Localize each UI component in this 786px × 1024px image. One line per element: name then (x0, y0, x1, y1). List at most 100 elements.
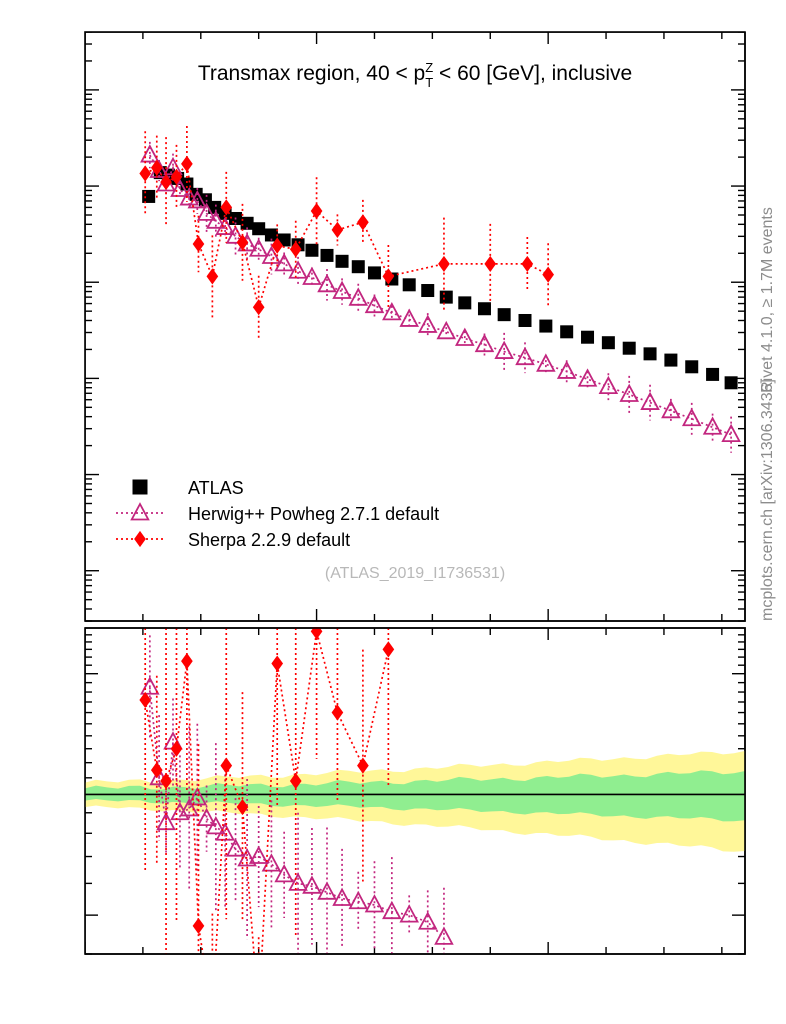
data-point (215, 216, 235, 235)
main-plot-title: Transmax region, 40 < pZ T < 60 [GeV], in… (198, 60, 632, 90)
data-point (402, 278, 416, 292)
data-point (436, 320, 457, 340)
data-point (179, 187, 199, 206)
data-point (477, 302, 491, 316)
data-point (236, 234, 249, 251)
data-point (515, 346, 535, 366)
data-point (305, 243, 319, 257)
ratio-data-point (434, 926, 454, 945)
ratio-data-point (192, 917, 205, 935)
data-point (622, 341, 636, 355)
series-line (144, 161, 549, 311)
data-point (170, 168, 183, 185)
data-point (702, 416, 723, 435)
data-point (335, 254, 349, 268)
data-point (438, 255, 450, 273)
dataset-watermark: (ATLAS_2019_I1736531) (325, 565, 505, 582)
legend-label: ATLAS (188, 478, 244, 498)
data-point (518, 313, 532, 327)
data-point (556, 360, 577, 379)
data-point (640, 391, 660, 410)
data-point (598, 375, 619, 395)
data-point (288, 260, 308, 279)
data-point (560, 325, 574, 339)
ratio-data-point (357, 757, 369, 774)
ratio-data-point (261, 853, 282, 872)
ratio-data-point (236, 798, 249, 816)
data-point (539, 319, 553, 333)
ratio-data-point (271, 655, 284, 672)
ratio-data-point (348, 890, 369, 910)
data-point (536, 353, 556, 372)
data-point (724, 376, 738, 390)
data-point (150, 159, 163, 176)
ratio-data-point (179, 798, 199, 817)
data-point (289, 241, 302, 258)
data-point (455, 327, 475, 346)
data-point (206, 210, 226, 229)
data-point (320, 248, 334, 262)
data-point (357, 214, 369, 231)
ratio-data-point (289, 772, 302, 790)
data-point (252, 299, 265, 316)
data-point (142, 189, 156, 203)
data-point (421, 284, 435, 298)
data-point (399, 308, 419, 327)
ratio-data-point (160, 772, 172, 790)
data-point (497, 308, 511, 322)
ratio-data-point (302, 875, 322, 894)
data-point (181, 155, 193, 172)
ratio-data-point (364, 894, 385, 913)
data-point (542, 266, 554, 283)
legend-marker-triangle-open (130, 502, 150, 521)
ratio-data-point (248, 845, 269, 864)
ratio-data-point (215, 822, 235, 841)
data-point (685, 360, 699, 374)
main-panel-frame-top (84, 31, 746, 622)
ratio-data-point (220, 757, 233, 774)
data-point (248, 238, 269, 257)
ratio-data-point (225, 838, 246, 857)
ratio-data-point (181, 652, 193, 670)
ratio-data-point (382, 900, 402, 920)
data-point (521, 255, 534, 273)
main-y-ticks (85, 31, 745, 622)
data-point (170, 178, 190, 197)
bottom-mask (0, 955, 786, 1024)
ratio-panel-frame-top (84, 627, 746, 955)
data-point (382, 301, 402, 321)
left-mask (0, 0, 85, 1024)
ratio-data-point (417, 911, 438, 930)
data-point (364, 294, 385, 314)
data-point (160, 173, 172, 191)
sidebar-rivet-version: Rivet 4.1.0, ≥ 1.7M events (759, 207, 776, 393)
data-point (439, 290, 453, 304)
ratio-data-point (331, 704, 344, 721)
data-point (458, 296, 472, 310)
data-point (220, 199, 233, 216)
data-point (274, 253, 294, 272)
legend-label: Herwig++ Powheg 2.7.1 default (188, 504, 439, 524)
ratio-data-point (187, 787, 208, 806)
data-point (484, 255, 497, 273)
ratio-data-point (332, 887, 352, 906)
data-point (332, 280, 352, 299)
data-point (367, 266, 381, 280)
panel-gap-mask (0, 622, 786, 627)
ratio-series-line (144, 631, 390, 1015)
ratio-data-point (206, 815, 226, 835)
series-line (149, 154, 732, 436)
data-point (139, 165, 152, 182)
data-point (382, 268, 395, 285)
ratio-data-point (399, 904, 419, 923)
data-point (317, 273, 337, 293)
data-point (348, 287, 369, 306)
legend-marker-diamond (134, 530, 146, 548)
data-point (187, 190, 208, 209)
ratio-data-point (382, 641, 395, 658)
data-point (192, 235, 205, 253)
data-point (619, 383, 639, 402)
data-point (271, 237, 284, 254)
